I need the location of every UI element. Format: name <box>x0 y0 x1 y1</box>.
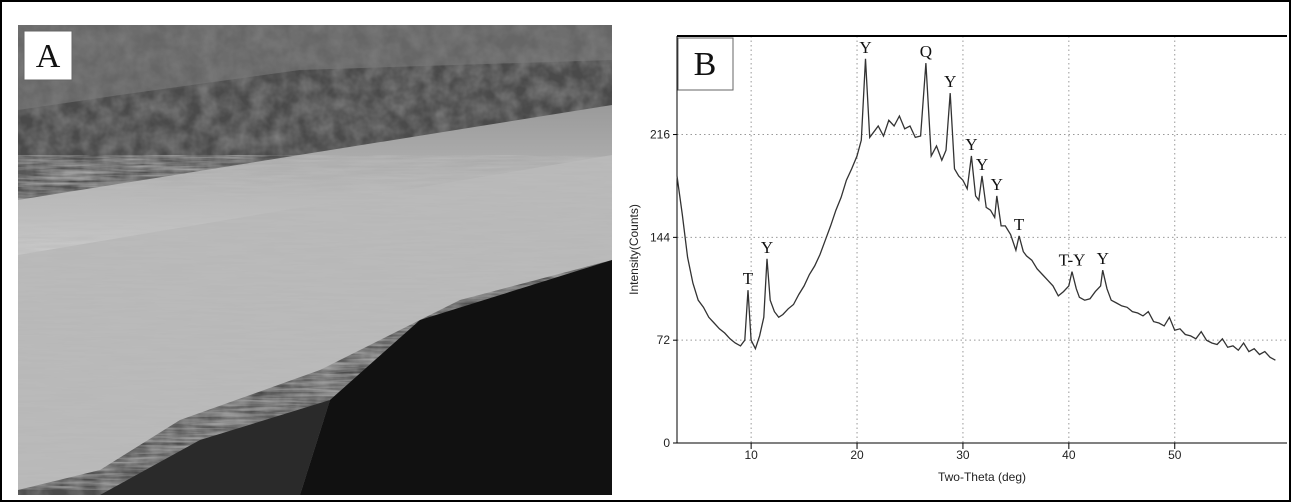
xrd-line <box>676 58 1276 361</box>
peak-label: Y <box>976 155 988 174</box>
y-tick-label: 216 <box>650 128 670 142</box>
x-tick-label: 40 <box>1062 448 1076 462</box>
panel-label-box <box>23 30 73 81</box>
x-axis-label: Two-Theta (deg) <box>938 470 1026 484</box>
x-tick-label: 10 <box>744 448 758 462</box>
peak-label: Q <box>920 42 932 61</box>
xrd-chart: 0 72 144 216 10 20 30 40 50 Two-Theta (deg) Intens… <box>627 35 1287 484</box>
y-axis-label: Intensity(Counts) <box>627 204 641 295</box>
y-tick-label: 0 <box>663 436 670 450</box>
x-tick-label: 30 <box>956 448 970 462</box>
peak-label: T-Y <box>1059 251 1086 270</box>
peak-label: Y <box>944 72 956 91</box>
peak-label: Y <box>965 135 977 154</box>
peak-label: Y <box>1097 249 1109 268</box>
peak-label: T <box>1014 215 1025 234</box>
x-tick-label: 50 <box>1168 448 1182 462</box>
panel-label: A <box>36 38 61 75</box>
panel-label: B <box>694 46 717 83</box>
panel-label-box <box>677 37 734 91</box>
peak-label: Y <box>859 38 871 57</box>
y-tick-label: 144 <box>650 230 670 244</box>
x-tick-label: 20 <box>850 448 864 462</box>
peak-label: Y <box>761 238 773 257</box>
micrograph <box>18 25 612 495</box>
peak-label: Y <box>991 175 1003 194</box>
y-tick-label: 72 <box>657 333 671 347</box>
peak-label: T <box>743 269 754 288</box>
